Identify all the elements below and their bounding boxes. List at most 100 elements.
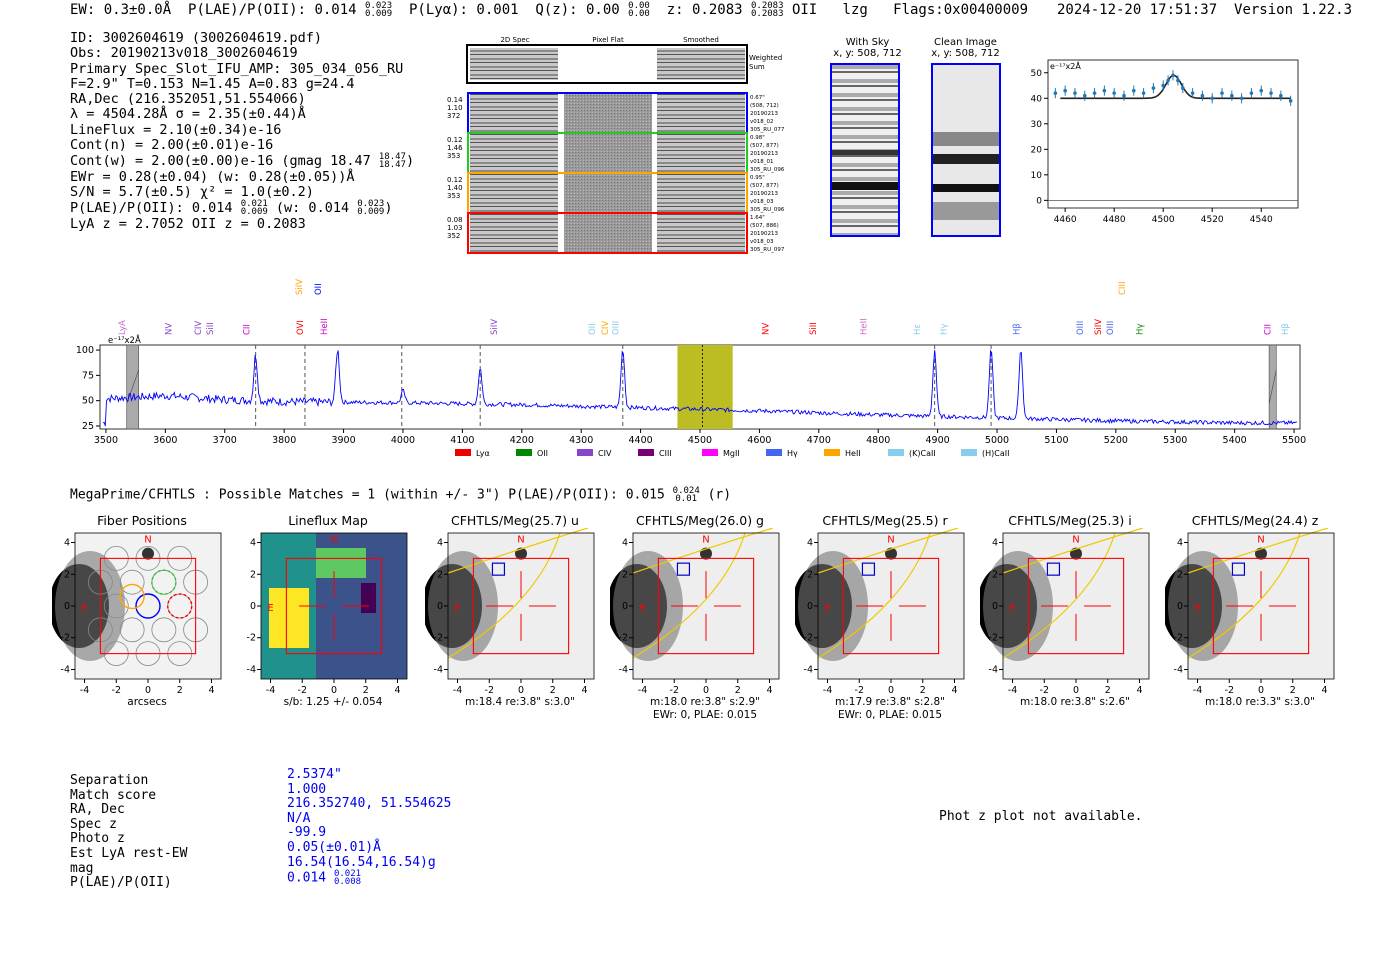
cutout-stat: 1.46 — [447, 144, 463, 152]
north-label: N — [144, 535, 151, 546]
spec-line-label: SiII — [206, 322, 216, 335]
image-xtick-label: -4 — [1193, 685, 1202, 696]
image-panel-title: Fiber Positions — [97, 513, 187, 528]
image-ytick-label: -2 — [619, 633, 628, 644]
north-source — [515, 547, 527, 560]
image-panel: CFHTLS/Meg(25.3) i N E -4 -4 -2 -2 0 0 2 2 4 4 m:18.0… — [980, 510, 1165, 722]
image-panel: CFHTLS/Meg(25.7) u N E -4 -4 -2 -2 0 0 2 2 4 4 m:18.4… — [425, 510, 610, 722]
info-contw: Cont(w) = 2.00(±0.00)e-16 (gmag 18.47 18… — [70, 152, 415, 171]
cutout-stat: 0.08 — [447, 216, 463, 224]
cutout-smoothed — [657, 134, 745, 172]
image-ytick-label: 0 — [437, 601, 443, 612]
with-sky-image — [830, 63, 900, 237]
spec-line-series — [102, 349, 1298, 427]
spec-legend-label: (H)CaII — [982, 449, 1009, 458]
image-ytick-label: -2 — [989, 633, 998, 644]
match-value-plae: 0.014 0.021 0.008 — [287, 869, 362, 888]
spec-legend-swatch — [638, 449, 654, 456]
spec-xtick-label: 5100 — [1044, 435, 1068, 446]
cutout-note: (507, 877) — [750, 143, 779, 149]
megaprime-plae-bounds: 0.024 0.01 — [672, 486, 700, 504]
fit-ellipse-arc — [1187, 528, 1329, 574]
spec-bad-region-hatch — [1268, 370, 1277, 404]
spec-legend-label: HeII — [845, 449, 861, 458]
info-obs: Obs: 20190213v018_3002604619 — [70, 45, 298, 62]
zoom-xtick-label: 4520 — [1201, 215, 1224, 225]
cutout-note: v018_02 — [750, 119, 774, 125]
col-header-2dspec: 2D Spec — [500, 36, 529, 44]
spec-line-label: CII — [243, 324, 253, 335]
spec-legend-swatch — [702, 449, 718, 456]
spec-legend-swatch — [961, 449, 977, 456]
spec-ytick-label: 100 — [76, 345, 94, 356]
zoom-data-point — [1210, 96, 1215, 101]
image-xtick-label: 4 — [1136, 685, 1142, 696]
cutout-stat: 0.14 — [447, 96, 463, 104]
spec-legend-swatch — [888, 449, 904, 456]
cutout-note: 0.95" — [750, 175, 765, 181]
spec-line-label: CIV — [194, 321, 204, 335]
image-panel: CFHTLS/Meg(25.5) r N E -4 -4 -2 -2 0 0 2 2 4 4 m:17.9… — [795, 510, 980, 722]
cutout-stat: 0.12 — [447, 136, 463, 144]
image-panel-caption: m:18.4 re:3.8" s:3.0" — [465, 696, 575, 708]
image-xtick-label: 0 — [518, 685, 524, 696]
east-label: E — [267, 603, 273, 614]
spec-xtick-label: 5200 — [1104, 435, 1128, 446]
galaxy-halo — [798, 551, 868, 661]
image-ytick-label: -4 — [61, 664, 70, 675]
header-z: z: 0.2083 — [666, 2, 743, 18]
zoom-data-point — [1102, 88, 1107, 93]
image-xtick-label: 2 — [1290, 685, 1296, 696]
spec-xtick-label: 4400 — [629, 435, 653, 446]
east-label: E — [824, 603, 830, 614]
match-box — [1046, 562, 1061, 576]
cutouts-panel: 2D Spec Pixel Flat Smoothed Weighted Sum… — [447, 36, 785, 254]
east-label: E — [639, 603, 645, 614]
fiber-red — [167, 593, 193, 619]
image-panel-title: CFHTLS/Meg(26.0) g — [636, 513, 764, 528]
fit-ellipse-arc — [1002, 532, 1116, 659]
image-panel-canvas: N E -4 -4 -2 -2 0 0 2 2 4 4 — [1165, 528, 1335, 696]
full-spectrum-plot: 3500 3600 3700 3800 3900 4000 4100 4200 4300 4400… — [76, 279, 1306, 458]
image-ytick-label: 4 — [250, 538, 256, 549]
info-sn: S/N = 5.7(±0.5) χ² = 1.0(±0.2) — [70, 183, 314, 200]
image-panel-caption: s/b: 1.25 +/- 0.054 — [283, 696, 383, 708]
match-value-mag: 16.54(16.54,16.54)g — [287, 854, 436, 870]
image-xtick-label: -4 — [266, 685, 275, 696]
cutout-stat: 353 — [447, 192, 460, 200]
aperture-box — [1027, 557, 1125, 655]
image-xtick-label: 4 — [208, 685, 214, 696]
spec-xtick-label: 4300 — [569, 435, 593, 446]
image-xtick-label: -4 — [638, 685, 647, 696]
spec-xtick-label: 5300 — [1163, 435, 1187, 446]
spec-line-label: CII — [1263, 324, 1273, 335]
galaxy-halo — [55, 551, 125, 661]
image-panel-caption: m:18.0 re:3.8" s:2.6" — [1020, 696, 1130, 708]
cutout-note: v018_03 — [750, 199, 774, 205]
image-panel-canvas: N E -4 -4 -2 -2 0 0 2 2 4 4 — [52, 532, 222, 696]
east-label: E — [454, 603, 460, 614]
aperture-box — [657, 557, 755, 655]
spec-line-label: NV — [164, 323, 174, 335]
cutout-2dspec — [470, 174, 558, 212]
image-panel-caption: m:17.9 re:3.8" s:2.8" — [835, 696, 945, 708]
image-panel-canvas: N E -4 -4 -2 -2 0 0 2 2 4 4 — [610, 528, 780, 696]
fit-ellipse-arc — [447, 528, 589, 574]
cutout-pixelflat — [564, 94, 652, 132]
image-ytick-label: 4 — [992, 538, 998, 549]
image-xtick-label: 2 — [920, 685, 926, 696]
aperture-box — [1212, 557, 1310, 655]
zoom-data-point — [1171, 73, 1175, 78]
spec-line-label: Hβ — [1013, 323, 1023, 335]
aperture-box — [99, 557, 197, 655]
zoom-xtick-label: 4460 — [1054, 215, 1077, 225]
image-ytick-label: 2 — [992, 569, 998, 580]
cutout-note: 20190213 — [750, 111, 778, 117]
fiber-orange — [119, 583, 145, 610]
north-label: N — [702, 535, 709, 546]
match-box — [491, 562, 506, 576]
image-ytick-label: -2 — [434, 633, 443, 644]
fiber-circle — [151, 617, 177, 643]
image-ytick-label: -4 — [247, 664, 256, 675]
zoom-data-point — [1288, 99, 1293, 103]
